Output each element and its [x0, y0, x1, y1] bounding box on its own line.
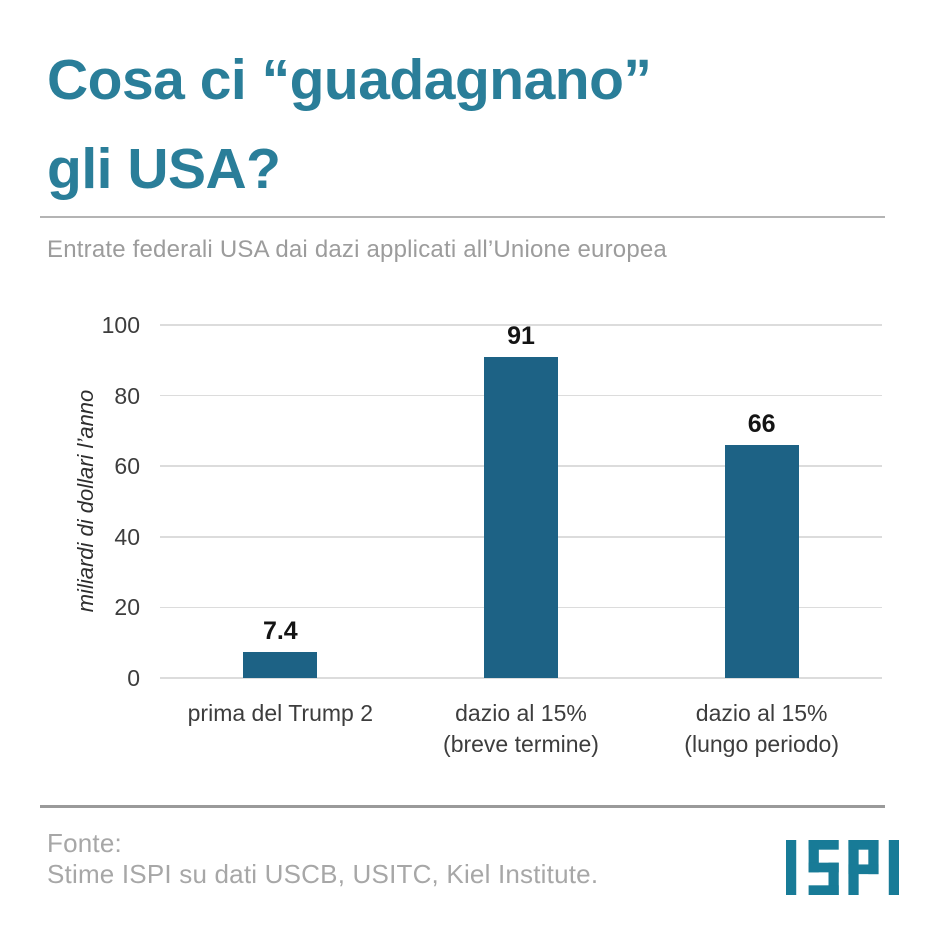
title-divider — [40, 216, 885, 218]
gridline — [160, 324, 882, 326]
y-tick-label: 40 — [114, 523, 140, 550]
y-tick-label: 20 — [114, 594, 140, 621]
x-tick-label: dazio al 15% (lungo periodo) — [684, 700, 840, 757]
gridline — [160, 677, 882, 679]
ispi-logo-icon — [786, 840, 899, 895]
y-tick-label: 60 — [114, 453, 140, 480]
ispi-logo — [786, 840, 899, 900]
y-tick-label: 100 — [101, 312, 140, 338]
page-title-line-1: Cosa ci “guadagnano” — [47, 48, 652, 112]
y-tick-label: 80 — [114, 382, 140, 409]
bar-value-label: 66 — [747, 410, 776, 439]
footer-divider — [40, 805, 885, 808]
source-label: Fonte: — [47, 828, 122, 858]
bar — [724, 445, 799, 678]
bar — [243, 651, 318, 678]
x-tick-label: dazio al 15% (breve termine) — [443, 700, 599, 757]
bar — [484, 356, 558, 678]
chart-subtitle: Entrate federali USA dai dazi applicati … — [47, 236, 667, 263]
bar-value-label: 91 — [507, 321, 535, 350]
y-tick-label: 0 — [127, 665, 140, 691]
source-text: Stime ISPI su dati USCB, USITC, Kiel Ins… — [47, 859, 599, 889]
bar-value-label: 7.4 — [262, 616, 298, 645]
page-title-line-2: gli USA? — [47, 137, 281, 201]
x-tick-label: prima del Trump 2 — [187, 700, 373, 726]
source-note: Fonte: Stime ISPI su dati USCB, USITC, K… — [47, 828, 598, 890]
y-axis-title: miliardi di dollari l’anno — [73, 389, 98, 613]
page-title: Cosa ci “guadagnano” gli USA? — [47, 36, 887, 214]
